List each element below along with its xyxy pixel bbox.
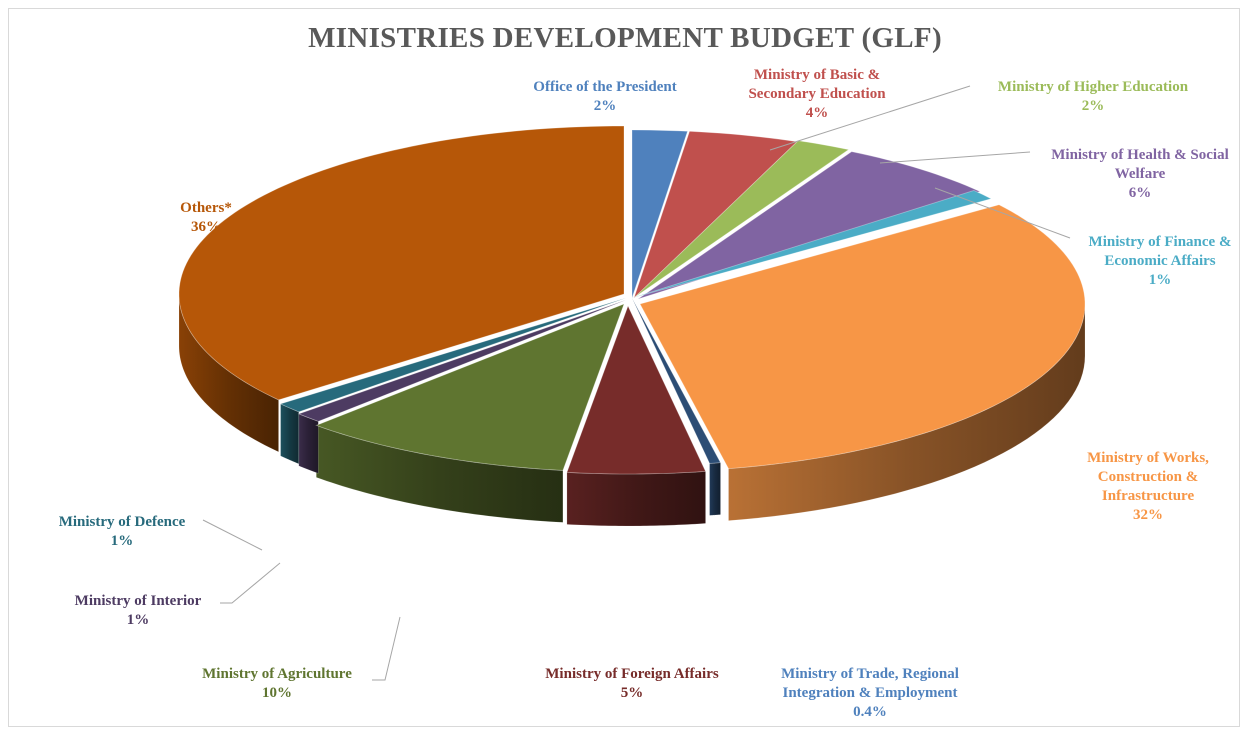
data-label: Ministry of Foreign Affairs 5% xyxy=(545,665,718,703)
data-label-name: Ministry of Basic & Secondary Education xyxy=(748,67,886,102)
slice-7 xyxy=(566,304,707,475)
slice-side-6 xyxy=(709,462,721,516)
leader-line-2 xyxy=(769,85,971,151)
data-label: Ministry of Interior 1% xyxy=(75,592,202,630)
data-label-value: 1% xyxy=(126,612,150,628)
leader-line-8 xyxy=(372,616,401,681)
data-label: Ministry of Basic & Secondary Education 4% xyxy=(748,66,885,123)
data-label: Others* 36% xyxy=(180,199,232,237)
data-label-name: Ministry of Agriculture xyxy=(202,666,352,682)
data-label-value: 0.4% xyxy=(853,704,887,720)
data-label-name: Ministry of Foreign Affairs xyxy=(545,666,719,682)
data-label-name: Ministry of Higher Education xyxy=(997,79,1189,95)
data-label-name: Others* xyxy=(180,200,232,216)
data-label-name: Office of the President xyxy=(533,79,677,95)
slice-11 xyxy=(178,125,625,401)
slice-5 xyxy=(639,204,1086,470)
data-label: Ministry of Health & Social Welfare 6% xyxy=(1051,146,1228,203)
pie-sides xyxy=(178,293,1086,527)
data-label-name: Ministry of Interior xyxy=(74,593,202,609)
slice-6 xyxy=(631,297,722,464)
data-label: Ministry of Finance & Economic Affairs 1% xyxy=(1089,233,1232,290)
slice-8 xyxy=(315,303,625,471)
data-label-name: Ministry of Defence xyxy=(58,514,186,530)
data-label-name: Ministry of Trade, Regional Integration &… xyxy=(781,666,959,701)
leader-lines xyxy=(202,85,1071,681)
slice-9 xyxy=(297,299,627,422)
data-label: Ministry of Works, Construction & Infrastr… xyxy=(1087,449,1209,525)
leader-line-3 xyxy=(879,151,1031,164)
data-label: Ministry of Trade, Regional Integration &… xyxy=(781,665,959,722)
slice-side-11 xyxy=(178,293,279,453)
data-label: Ministry of Defence 1% xyxy=(59,513,186,551)
data-label-value: 1% xyxy=(1148,272,1172,288)
slice-2 xyxy=(634,140,850,298)
data-label-value: 6% xyxy=(1128,185,1152,201)
data-label: Ministry of Higher Education 2% xyxy=(998,78,1188,116)
data-label-value: 2% xyxy=(593,98,617,114)
data-label-value: 2% xyxy=(1081,98,1105,114)
data-label-value: 5% xyxy=(620,685,644,701)
data-label-value: 1% xyxy=(110,533,134,549)
slice-side-8 xyxy=(316,424,564,523)
data-label-value: 4% xyxy=(805,105,829,121)
slice-side-9 xyxy=(298,413,319,474)
data-label-value: 32% xyxy=(1133,507,1163,523)
slice-10 xyxy=(279,297,627,413)
slice-side-10 xyxy=(280,403,300,465)
slice-3 xyxy=(637,151,982,300)
data-label: Office of the President 2% xyxy=(533,78,676,116)
slice-4 xyxy=(631,190,993,299)
data-label-value: 36% xyxy=(190,219,221,235)
chart-title: MINISTRIES DEVELOPMENT BUDGET (GLF) xyxy=(308,22,942,54)
data-label-name: Ministry of Health & Social Welfare xyxy=(1051,147,1229,182)
slice-1 xyxy=(633,130,799,299)
data-label-name: Ministry of Works, Construction & Infrastr… xyxy=(1087,450,1209,504)
leader-line-10 xyxy=(202,519,263,551)
data-label-value: 10% xyxy=(261,685,292,701)
leader-line-4 xyxy=(934,187,1071,239)
slice-0 xyxy=(631,129,689,299)
pie-tops xyxy=(178,125,1086,475)
leader-line-9 xyxy=(220,562,281,604)
data-label-name: Ministry of Finance & Economic Affairs xyxy=(1088,234,1232,269)
slice-side-7 xyxy=(566,471,706,527)
data-label: Ministry of Agriculture 10% xyxy=(202,665,352,703)
